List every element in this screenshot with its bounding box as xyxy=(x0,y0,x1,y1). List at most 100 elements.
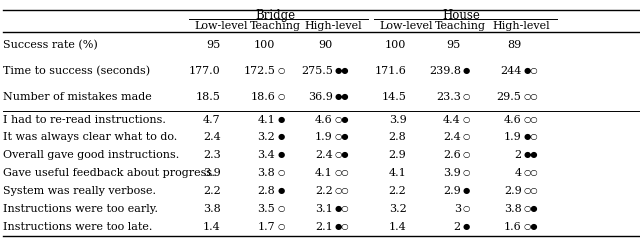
Text: 2.4: 2.4 xyxy=(203,132,221,142)
Text: 4.1: 4.1 xyxy=(257,114,275,124)
Text: 14.5: 14.5 xyxy=(381,92,406,102)
Text: Success rate (%): Success rate (%) xyxy=(3,40,98,50)
Text: ○: ○ xyxy=(277,205,284,213)
Text: 3: 3 xyxy=(454,204,461,214)
Text: 2.8: 2.8 xyxy=(257,186,275,196)
Text: 4.1: 4.1 xyxy=(388,168,406,178)
Text: It was always clear what to do.: It was always clear what to do. xyxy=(3,132,177,142)
Text: 3.9: 3.9 xyxy=(443,168,461,178)
Text: 36.9: 36.9 xyxy=(308,92,333,102)
Text: 100: 100 xyxy=(385,40,406,50)
Text: Teaching: Teaching xyxy=(250,20,301,31)
Text: ○●: ○● xyxy=(335,115,349,123)
Text: ○○: ○○ xyxy=(524,187,538,195)
Text: 2.1: 2.1 xyxy=(315,222,333,232)
Text: 1.9: 1.9 xyxy=(315,132,333,142)
Text: House: House xyxy=(442,9,480,22)
Text: 177.0: 177.0 xyxy=(189,66,221,76)
Text: 239.8: 239.8 xyxy=(429,66,461,76)
Text: ○○: ○○ xyxy=(335,187,349,195)
Text: Time to success (seconds): Time to success (seconds) xyxy=(3,66,150,76)
Text: 3.5: 3.5 xyxy=(257,204,275,214)
Text: ●○: ●○ xyxy=(335,205,349,213)
Text: ○○: ○○ xyxy=(335,169,349,177)
Text: ○: ○ xyxy=(277,223,284,231)
Text: ○●: ○● xyxy=(524,205,538,213)
Text: 2: 2 xyxy=(515,150,522,160)
Text: ○: ○ xyxy=(277,67,284,75)
Text: 1.4: 1.4 xyxy=(203,222,221,232)
Text: Teaching: Teaching xyxy=(435,20,486,31)
Text: ●: ● xyxy=(277,187,284,195)
Text: ●: ● xyxy=(463,67,470,75)
Text: 3.8: 3.8 xyxy=(504,204,522,214)
Text: 100: 100 xyxy=(254,40,275,50)
Text: 18.6: 18.6 xyxy=(250,92,275,102)
Text: 2.3: 2.3 xyxy=(203,150,221,160)
Text: 3.4: 3.4 xyxy=(257,150,275,160)
Text: I had to re-read instructions.: I had to re-read instructions. xyxy=(3,114,166,124)
Text: 89: 89 xyxy=(508,40,522,50)
Text: 1.9: 1.9 xyxy=(504,132,522,142)
Text: 2.2: 2.2 xyxy=(203,186,221,196)
Text: 2.6: 2.6 xyxy=(443,150,461,160)
Text: 1.4: 1.4 xyxy=(388,222,406,232)
Text: ○: ○ xyxy=(277,169,284,177)
Text: 244: 244 xyxy=(500,66,522,76)
Text: 95: 95 xyxy=(447,40,461,50)
Text: ○○: ○○ xyxy=(524,169,538,177)
Text: 3.2: 3.2 xyxy=(388,204,406,214)
Text: ○: ○ xyxy=(277,93,284,101)
Text: Instructions were too early.: Instructions were too early. xyxy=(3,204,158,214)
Text: ●●: ●● xyxy=(524,151,538,159)
Text: 90: 90 xyxy=(319,40,333,50)
Text: ○●: ○● xyxy=(335,133,349,141)
Text: ○●: ○● xyxy=(335,151,349,159)
Text: 1.6: 1.6 xyxy=(504,222,522,232)
Text: Low-level: Low-level xyxy=(380,20,433,31)
Text: ○: ○ xyxy=(463,133,470,141)
Text: 4: 4 xyxy=(515,168,522,178)
Text: 2: 2 xyxy=(454,222,461,232)
Text: 2.9: 2.9 xyxy=(504,186,522,196)
Text: 171.6: 171.6 xyxy=(374,66,406,76)
Text: 4.1: 4.1 xyxy=(315,168,333,178)
Text: ○○: ○○ xyxy=(524,93,538,101)
Text: 29.5: 29.5 xyxy=(497,92,522,102)
Text: Overall gave good instructions.: Overall gave good instructions. xyxy=(3,150,179,160)
Text: High-level: High-level xyxy=(304,20,362,31)
Text: ●: ● xyxy=(463,187,470,195)
Text: ●○: ●○ xyxy=(335,223,349,231)
Text: ●: ● xyxy=(277,151,284,159)
Text: 95: 95 xyxy=(207,40,221,50)
Text: 23.3: 23.3 xyxy=(436,92,461,102)
Text: 2.9: 2.9 xyxy=(443,186,461,196)
Text: ○: ○ xyxy=(463,93,470,101)
Text: 2.4: 2.4 xyxy=(315,150,333,160)
Text: Instructions were too late.: Instructions were too late. xyxy=(3,222,152,232)
Text: 3.2: 3.2 xyxy=(257,132,275,142)
Text: ●●: ●● xyxy=(335,67,349,75)
Text: ○: ○ xyxy=(463,151,470,159)
Text: ○: ○ xyxy=(463,205,470,213)
Text: 3.1: 3.1 xyxy=(315,204,333,214)
Text: 3.9: 3.9 xyxy=(203,168,221,178)
Text: 1.7: 1.7 xyxy=(257,222,275,232)
Text: 4.4: 4.4 xyxy=(443,114,461,124)
Text: Bridge: Bridge xyxy=(255,9,295,22)
Text: Gave useful feedback about progress.: Gave useful feedback about progress. xyxy=(3,168,216,178)
Text: 3.8: 3.8 xyxy=(203,204,221,214)
Text: 4.7: 4.7 xyxy=(203,114,221,124)
Text: 2.8: 2.8 xyxy=(388,132,406,142)
Text: 2.2: 2.2 xyxy=(388,186,406,196)
Text: 172.5: 172.5 xyxy=(243,66,275,76)
Text: Number of mistakes made: Number of mistakes made xyxy=(3,92,152,102)
Text: High-level: High-level xyxy=(493,20,550,31)
Text: ○: ○ xyxy=(463,169,470,177)
Text: 2.9: 2.9 xyxy=(388,150,406,160)
Text: 3.8: 3.8 xyxy=(257,168,275,178)
Text: 2.4: 2.4 xyxy=(443,132,461,142)
Text: 4.6: 4.6 xyxy=(315,114,333,124)
Text: ●●: ●● xyxy=(335,93,349,101)
Text: ●: ● xyxy=(463,223,470,231)
